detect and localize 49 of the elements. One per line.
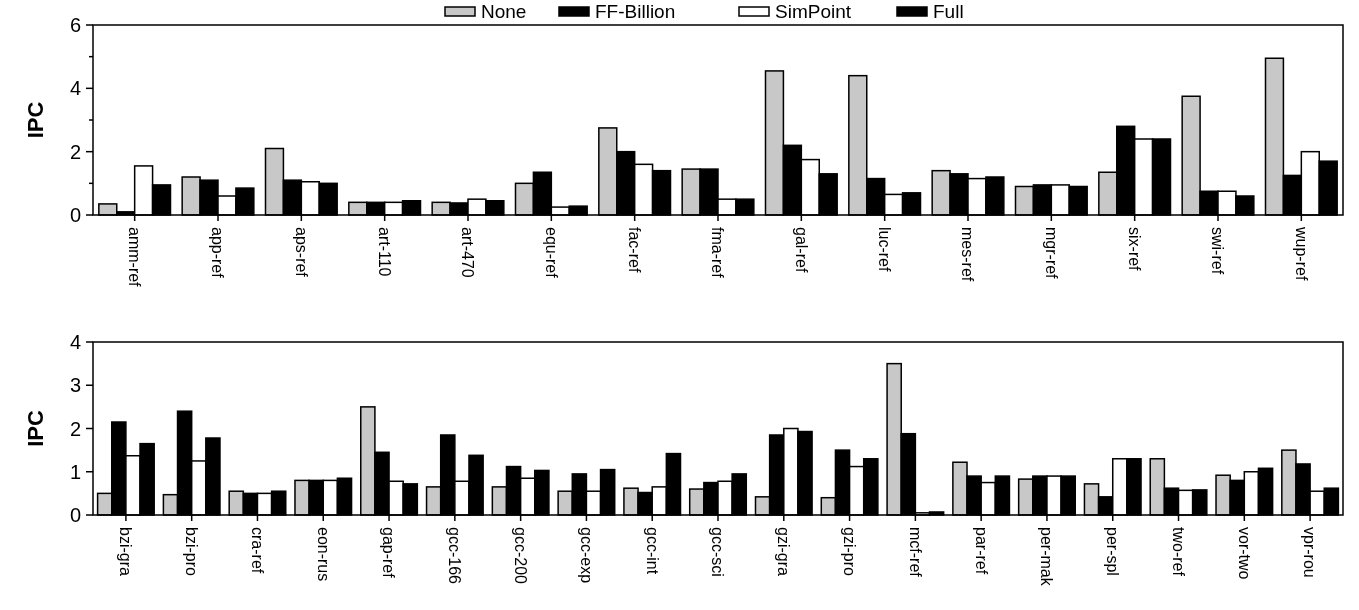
x-tick-label: gcc-166 [446, 527, 464, 585]
x-tick-label: gcc-int [643, 527, 661, 575]
x-tick-label: gcc-200 [512, 527, 530, 585]
y-tick-label: 4 [69, 77, 81, 100]
y-tick-label: 3 [69, 374, 81, 397]
y-axis-title: IPC [23, 101, 48, 139]
x-tick-label: aps-ref [292, 227, 310, 278]
y-tick-label: 1 [69, 460, 81, 483]
x-tick-label: gcc-sci [709, 527, 727, 577]
x-tick-label: bzi-gra [117, 527, 135, 577]
x-tick-label: two-ref [1169, 527, 1187, 577]
x-tick-label: fac-ref [626, 227, 644, 273]
x-tick-label: per-spl [1104, 527, 1122, 576]
x-tick-label: luc-ref [876, 227, 894, 273]
x-tick-label: wup-ref [1292, 226, 1310, 281]
y-tick-label: 6 [69, 14, 81, 36]
x-tick-label: gzi-gra [775, 527, 793, 577]
y-tick-label: 4 [69, 331, 81, 353]
x-tick-label: mes-ref [959, 227, 977, 282]
y-axis-title: IPC [23, 410, 48, 447]
x-tick-label: vor-two [1235, 527, 1253, 580]
x-tick-label: fma-ref [709, 227, 727, 279]
x-tick-label: par-ref [972, 527, 990, 575]
x-tick-label: gcc-exp [577, 527, 595, 584]
x-tick-label: cra-ref [248, 527, 266, 574]
x-tick-label: swi-ref [1209, 227, 1227, 275]
legend-label: None [481, 1, 527, 22]
y-tick-label: 0 [69, 504, 81, 526]
x-tick-label: per-mak [1038, 527, 1056, 587]
x-tick-label: vpr-rou [1301, 527, 1319, 578]
x-tick-label: app-ref [209, 227, 227, 279]
y-tick-label: 2 [69, 140, 81, 163]
x-tick-label: eon-rus [314, 527, 332, 582]
x-tick-label: art-110 [376, 227, 394, 277]
x-tick-label: mgr-ref [1042, 227, 1060, 280]
x-tick-label: bzi-pro [183, 527, 201, 577]
y-tick-label: 0 [69, 204, 81, 226]
legend-label: SimPoint [775, 1, 852, 22]
x-tick-label: gal-ref [792, 227, 810, 273]
legend-label: Full [933, 1, 964, 22]
x-tick-label: mcf-ref [906, 527, 924, 578]
x-tick-label: art-470 [459, 227, 477, 278]
x-tick-label: amm-ref [126, 227, 144, 288]
x-tick-label: gap-ref [380, 527, 398, 579]
x-tick-label: six-ref [1126, 227, 1144, 272]
x-tick-label: equ-ref [542, 227, 560, 279]
x-tick-label: gzi-pro [840, 527, 858, 577]
legend-label: FF-Billion [595, 1, 676, 22]
y-tick-label: 2 [69, 417, 81, 440]
